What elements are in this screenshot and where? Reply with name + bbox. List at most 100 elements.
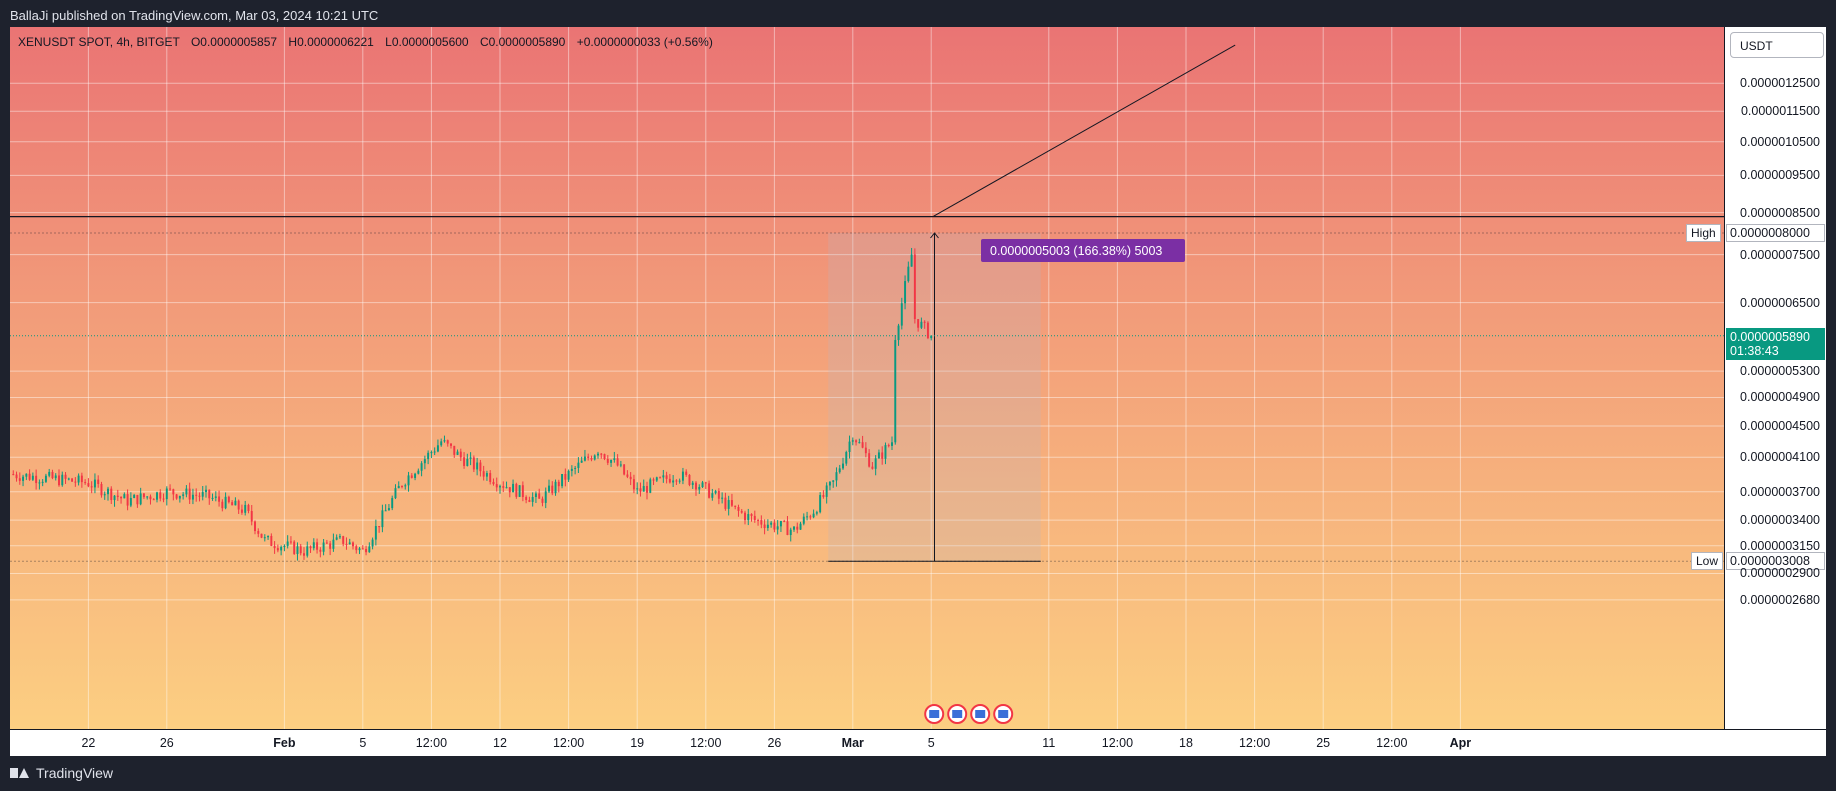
candle-down: [227, 496, 230, 503]
candle-down: [51, 471, 54, 479]
time-scale[interactable]: 22 26 Feb 5 12:00 12 12:00 19 12:00 26 Mar 5 11 12:00…: [10, 729, 1826, 756]
candle-up: [456, 451, 459, 455]
candle-down: [472, 457, 475, 470]
candle-down: [508, 487, 511, 493]
candle-down: [15, 474, 18, 479]
candle-up: [374, 526, 377, 540]
time-tick-label: 18: [1179, 736, 1193, 750]
candle-up: [802, 516, 805, 524]
candle-up: [22, 476, 25, 481]
candle-up: [662, 475, 665, 478]
candle-down: [446, 440, 449, 444]
candle-down: [757, 520, 760, 522]
candle-down: [479, 462, 482, 472]
candle-up: [812, 513, 815, 518]
candle-up: [619, 464, 622, 466]
candle-up: [877, 452, 880, 459]
price-tick-label: 0.0000004100: [1740, 450, 1820, 465]
price-tick-label: 0.0000006500: [1740, 295, 1820, 310]
last-price-label: 0.0000005890 01:38:43: [1726, 327, 1825, 360]
chart-plot-area[interactable]: XENUSDT SPOT, 4h, BITGET O0.0000005857 H…: [10, 27, 1724, 729]
candle-down: [495, 484, 498, 488]
candle-down: [809, 516, 812, 518]
candle-up: [845, 452, 848, 464]
low-value-label: 0.0000003008: [1726, 552, 1825, 571]
candle-down: [162, 498, 165, 500]
price-tick-label: 0.0000007500: [1740, 247, 1820, 262]
legend-high-key: H: [288, 35, 298, 49]
candle-down: [84, 482, 87, 484]
candle-up: [580, 460, 583, 463]
candle-up: [793, 526, 795, 530]
legend-low-key: L: [385, 35, 392, 49]
candle-up: [201, 492, 204, 497]
candle-down: [289, 541, 292, 543]
currency-selector[interactable]: USDT: [1730, 32, 1824, 58]
candle-down: [871, 466, 874, 469]
ohlc-legend: XENUSDT SPOT, 4h, BITGET O0.0000005857 H…: [18, 35, 713, 49]
time-tick-label: 12:00: [1101, 736, 1134, 750]
candle-up: [384, 510, 387, 512]
economic-event-flag: [952, 710, 963, 718]
tradingview-logo[interactable]: TradingView: [10, 765, 113, 781]
candle-up: [747, 514, 750, 521]
candle-up: [779, 521, 782, 527]
candle-up: [280, 546, 283, 551]
candle-up: [499, 486, 501, 488]
candle-down: [299, 546, 302, 554]
legend-symbol[interactable]: XENUSDT SPOT, 4h, BITGET: [18, 35, 180, 49]
candle-up: [874, 458, 877, 469]
bar-countdown: 01:38:43: [1730, 343, 1779, 358]
candle-up: [727, 500, 730, 509]
candle-down: [688, 474, 691, 485]
candle-up: [286, 541, 289, 546]
candle-up: [920, 321, 923, 328]
price-tick-label: 0.0000010500: [1740, 134, 1820, 149]
candle-up: [123, 494, 126, 499]
price-tick-label: 0.0000005300: [1740, 364, 1820, 379]
candle-up: [332, 539, 335, 549]
last-price-value: 0.0000005890: [1730, 329, 1810, 344]
candle-down: [750, 514, 753, 516]
candle-down: [623, 464, 626, 475]
candle-up: [721, 497, 724, 499]
legend-change: +0.0000000033 (+0.56%): [576, 35, 713, 49]
legend-high: 0.0000006221: [297, 35, 374, 49]
candle-down: [378, 526, 381, 528]
price-scale[interactable]: USDT 0.0000008000 0.0000003008 0.0000005…: [1724, 27, 1826, 729]
candle-down: [668, 478, 671, 483]
candle-down: [97, 479, 100, 485]
economic-event-flag: [975, 710, 986, 718]
candle-down: [208, 489, 211, 499]
candle-down: [783, 521, 786, 523]
candle-up: [430, 452, 433, 454]
candle-down: [159, 492, 162, 499]
price-tick-label: 0.0000002900: [1740, 566, 1820, 581]
candle-up: [165, 488, 168, 500]
candle-up: [476, 462, 479, 470]
candle-up: [368, 546, 371, 553]
candle-down: [80, 475, 83, 483]
candle-down: [175, 494, 178, 499]
candle-up: [577, 462, 580, 468]
candle-up: [851, 440, 854, 442]
candle-up: [185, 488, 188, 495]
candle-down: [361, 548, 364, 550]
candle-up: [417, 470, 420, 474]
candle-up: [244, 504, 247, 513]
candle-down: [247, 504, 250, 511]
candle-down: [717, 490, 720, 499]
candle-up: [776, 526, 779, 530]
candle-down: [926, 322, 929, 339]
candle-down: [342, 536, 345, 544]
candle-down: [704, 482, 707, 484]
candle-down: [12, 474, 15, 476]
candle-up: [38, 482, 41, 484]
candle-up: [770, 522, 773, 525]
candle-down: [659, 477, 662, 479]
legend-open: 0.0000005857: [200, 35, 278, 49]
candle-down: [734, 505, 737, 507]
candle-up: [884, 445, 887, 459]
candle-down: [786, 521, 789, 536]
candle-up: [701, 482, 704, 488]
